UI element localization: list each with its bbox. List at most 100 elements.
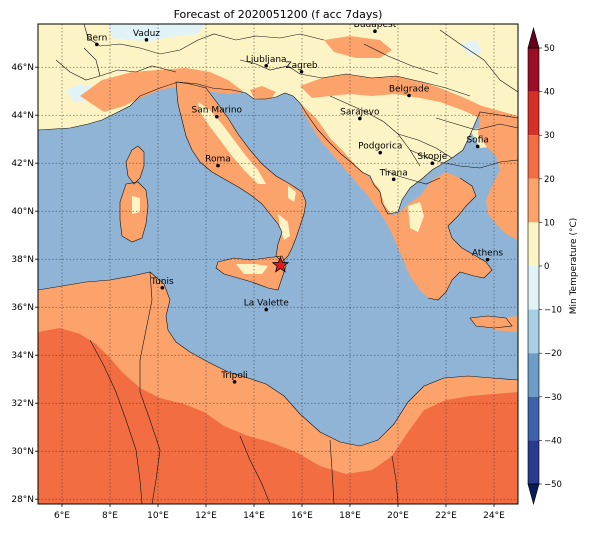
x-tick-label: 14°E [243, 511, 265, 521]
colorbar-extend-max [527, 26, 540, 49]
colorbar-band [528, 266, 539, 310]
city-label: Tirana [379, 168, 408, 178]
city-dot [160, 285, 165, 290]
colorbar-tick-label: 40 [544, 88, 555, 98]
calabria-cool [278, 214, 290, 240]
colorbar-label: Min Temperature (°C) [569, 218, 579, 315]
north-africa-hot [38, 328, 518, 504]
colorbar-tick-label: −50 [544, 480, 562, 490]
city-dot [358, 116, 362, 121]
city-label: La Valette [244, 299, 289, 309]
colorbar-band [528, 178, 539, 223]
colorbar-band [528, 48, 539, 92]
city-label: Tunis [150, 277, 174, 287]
city-dot [485, 257, 490, 262]
city-dot [391, 177, 396, 182]
sicily-cool [236, 264, 268, 274]
city-label: Belgrade [389, 85, 430, 95]
city-label: Athens [472, 249, 503, 259]
colorbar-extend-min [527, 483, 540, 506]
city-label: Ljubljana [246, 55, 287, 65]
hungary-warm [324, 36, 392, 58]
city-dot [378, 150, 383, 155]
city-dot [299, 69, 304, 74]
alps-cold [108, 24, 205, 41]
x-tick-label: 22°E [435, 511, 457, 521]
y-tick-label: 44°N [11, 111, 34, 121]
y-tick-label: 34°N [11, 351, 34, 361]
city-dot [95, 42, 99, 47]
city-label: Zagreb [285, 61, 317, 71]
colorbar-tick-label: 10 [544, 218, 555, 228]
city-label: Bern [86, 33, 107, 43]
city-dot [373, 29, 377, 33]
land-italy [176, 82, 306, 262]
city-label: Tripoli [220, 371, 248, 381]
y-tick-label: 42°N [11, 159, 34, 169]
colorbar-tick-label: −40 [544, 436, 562, 446]
x-tick-label: 8°E [102, 511, 118, 521]
colorbar-tick-label: 20 [544, 175, 555, 185]
city-label: Budapest [354, 20, 397, 30]
colorbar-tick-label: 30 [544, 131, 555, 141]
city-label: Skopje [417, 152, 447, 162]
colorbar-tick-label: 0 [544, 262, 549, 272]
city-label: Roma [205, 155, 231, 165]
slovenia-warm [250, 86, 276, 100]
land-balkans [300, 103, 492, 300]
y-tick-label: 40°N [11, 207, 34, 217]
colorbar-band [528, 222, 539, 266]
city-dot [430, 161, 435, 165]
city-dot [264, 63, 269, 68]
y-tick-label: 32°N [11, 399, 34, 409]
city-dot [475, 144, 480, 149]
x-tick-label: 12°E [195, 511, 217, 521]
city-dot [407, 93, 411, 98]
colorbar-band [528, 135, 539, 179]
city-label: Sarajevo [340, 108, 380, 118]
colorbar: 50 40 30 20 10 0 −10 −20 −30 −40 −50 [527, 26, 562, 506]
pannonian-warm [300, 74, 518, 124]
sardinia-cool [132, 196, 140, 214]
x-tick-label: 18°E [339, 511, 361, 521]
x-tick-label: 24°E [483, 511, 505, 521]
y-tick-label: 30°N [11, 447, 34, 457]
colorbar-tick-label: −10 [544, 306, 562, 316]
x-tick-label: 20°E [387, 511, 409, 521]
event-star-marker [271, 256, 290, 273]
city-dot [232, 380, 237, 384]
y-tick-label: 28°N [11, 495, 34, 505]
colorbar-band [528, 353, 539, 397]
city-dot [216, 163, 220, 168]
colorbar-tick-label: −30 [544, 393, 562, 403]
city-dot [264, 307, 269, 312]
land-anatolia [478, 112, 518, 240]
po-valley-warm [80, 68, 244, 112]
x-tick-label: 10°E [147, 511, 169, 521]
balkan-cold [460, 40, 482, 56]
y-tick-label: 38°N [11, 255, 34, 265]
map-axes: 6°E 8°E 10°E 12°E 14°E 16°E 18°E 20°E 22°E 24°E 28… [11, 63, 505, 521]
colorbar-band [528, 440, 539, 484]
figure-title: Forecast of 2020051200 (f acc 7days) [174, 8, 383, 21]
y-tick-label: 46°N [11, 63, 34, 73]
map-frame [37, 23, 519, 505]
x-tick-label: 6°E [54, 511, 70, 521]
balkan-highland-cool [352, 118, 398, 160]
apennines-cool [198, 102, 266, 184]
y-tick-label: 36°N [11, 303, 34, 313]
colorbar-tick-label: −20 [544, 349, 562, 359]
colorbar-band [528, 91, 539, 136]
pindus-cool [408, 202, 424, 232]
graticule [38, 24, 518, 504]
colorbar-tick-label: 50 [544, 44, 555, 54]
city-label: Vaduz [133, 29, 160, 39]
x-tick-label: 16°E [291, 511, 313, 521]
city-label: San Marino [192, 106, 243, 116]
city-label: Sofia [466, 135, 488, 145]
heel-cool [288, 186, 296, 202]
